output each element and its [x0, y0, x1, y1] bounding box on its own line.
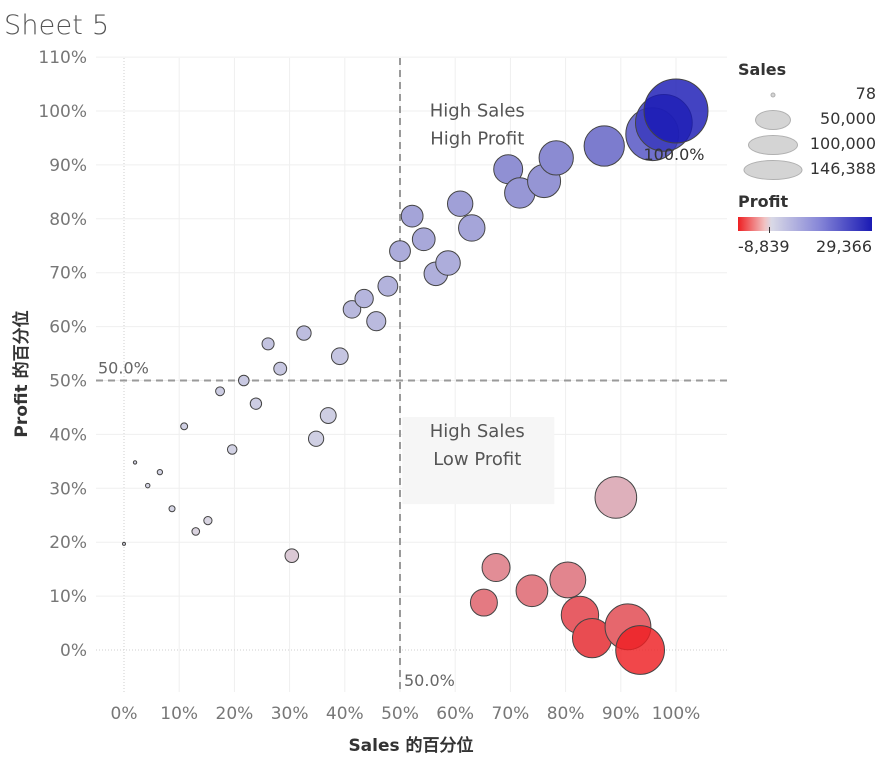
data-point[interactable] — [296, 325, 312, 341]
data-point[interactable] — [132, 460, 138, 465]
data-point[interactable] — [203, 516, 213, 526]
data-point[interactable] — [354, 288, 374, 309]
x-tick-label: 40% — [326, 704, 364, 724]
data-point[interactable] — [389, 240, 411, 263]
y-tick-label: 70% — [49, 264, 87, 284]
size-legend-entry: 50,000 — [738, 107, 876, 132]
data-point[interactable] — [215, 386, 225, 397]
y-tick-label: 40% — [49, 425, 87, 445]
size-legend-symbol — [748, 134, 798, 155]
annotation-text: High Sales — [430, 100, 525, 121]
point-labels: 100.0% — [643, 145, 704, 164]
y-tick-label: 80% — [49, 210, 87, 230]
data-point[interactable] — [435, 250, 461, 276]
data-point[interactable] — [400, 204, 424, 228]
annotation-text: Low Profit — [433, 449, 521, 470]
y-tick-label: 90% — [49, 156, 87, 176]
data-point[interactable] — [342, 300, 362, 319]
y-tick-label: 30% — [49, 479, 87, 499]
y-tick-label: 50% — [49, 372, 87, 392]
data-point[interactable] — [446, 190, 474, 217]
size-legend-entry: 146,388 — [738, 157, 876, 182]
data-point[interactable] — [469, 588, 498, 617]
data-point[interactable] — [538, 140, 574, 176]
data-point[interactable] — [156, 468, 164, 476]
legend: Sales 78 50,000 100,000 146,388 Profit -8,8… — [738, 60, 876, 256]
y-tick-label: 100% — [38, 102, 87, 122]
data-point[interactable] — [261, 337, 275, 351]
size-legend-symbol — [770, 92, 776, 97]
x-tick-label: 30% — [271, 704, 309, 724]
y-tick-label: 10% — [49, 587, 87, 607]
color-legend-gradient — [738, 217, 872, 233]
data-point[interactable] — [366, 311, 387, 332]
annotations: High Sales High Profit High Sales Low Profi… — [402, 100, 555, 505]
data-point[interactable] — [284, 548, 300, 563]
x-tick-label: 10% — [160, 704, 198, 724]
x-tick-label: 70% — [492, 704, 530, 724]
x-tick-label: 50% — [381, 704, 419, 724]
size-legend-entry: 100,000 — [738, 132, 876, 157]
y-axis-title: Profit 的百分位 — [11, 310, 32, 437]
tick-labels: 0% 10% 20% 30% 40% 50% 60% 70% 80% 90% 100% 0% 10% 20… — [38, 48, 700, 724]
size-legend-label: 78 — [855, 84, 876, 103]
data-point[interactable] — [481, 553, 511, 583]
data-point[interactable] — [549, 561, 587, 599]
color-legend-max: 29,366 — [816, 237, 872, 256]
gridlines — [96, 56, 727, 692]
data-point[interactable] — [319, 407, 337, 424]
data-point[interactable] — [377, 275, 399, 297]
data-point[interactable] — [191, 527, 201, 536]
size-legend-symbol — [743, 159, 803, 180]
data-point[interactable] — [237, 374, 250, 387]
color-legend-title: Profit — [738, 192, 789, 211]
point-label: 100.0% — [643, 145, 704, 164]
y-tick-label: 110% — [38, 48, 87, 68]
data-point[interactable] — [330, 347, 349, 366]
data-point[interactable] — [411, 227, 436, 252]
x-tick-label: 100% — [652, 704, 701, 724]
data-point[interactable] — [643, 78, 709, 144]
data-point[interactable] — [122, 541, 126, 546]
data-points — [122, 78, 709, 675]
color-legend-min: -8,839 — [738, 237, 790, 256]
data-point[interactable] — [168, 505, 176, 513]
x-tick-label: 60% — [436, 704, 474, 724]
data-point[interactable] — [226, 444, 238, 455]
y-reference-label: 50.0% — [98, 359, 149, 378]
size-legend-label: 146,388 — [809, 159, 876, 178]
size-legend: 78 50,000 100,000 146,388 — [738, 82, 876, 182]
y-tick-label: 0% — [60, 641, 87, 661]
y-tick-label: 60% — [49, 318, 87, 338]
data-point[interactable] — [273, 361, 288, 376]
data-point[interactable] — [307, 430, 325, 447]
reference-lines: 50.0% 50.0% — [96, 58, 727, 692]
data-point[interactable] — [180, 422, 189, 431]
data-point[interactable] — [249, 397, 263, 410]
x-axis-title: Sales 的百分位 — [348, 735, 473, 756]
size-legend-label: 100,000 — [809, 134, 876, 153]
data-point[interactable] — [583, 125, 625, 167]
size-legend-symbol — [755, 109, 791, 130]
y-tick-label: 20% — [49, 533, 87, 553]
data-point[interactable] — [458, 214, 486, 242]
data-point[interactable] — [615, 625, 666, 675]
data-point[interactable] — [145, 482, 151, 489]
size-legend-title: Sales — [738, 60, 787, 79]
x-tick-label: 20% — [216, 704, 254, 724]
sheet-title: Sheet 5 — [4, 10, 110, 41]
size-legend-label: 50,000 — [820, 109, 876, 128]
x-tick-label: 0% — [111, 704, 138, 724]
size-legend-entry: 78 — [738, 82, 876, 107]
annotation-text: High Profit — [430, 128, 524, 149]
data-point[interactable] — [594, 476, 638, 519]
x-tick-label: 80% — [547, 704, 585, 724]
data-point[interactable] — [515, 574, 549, 608]
x-tick-label: 90% — [602, 704, 640, 724]
x-reference-label: 50.0% — [404, 671, 455, 690]
annotation-text: High Sales — [430, 421, 525, 442]
annotation-box — [402, 417, 555, 505]
